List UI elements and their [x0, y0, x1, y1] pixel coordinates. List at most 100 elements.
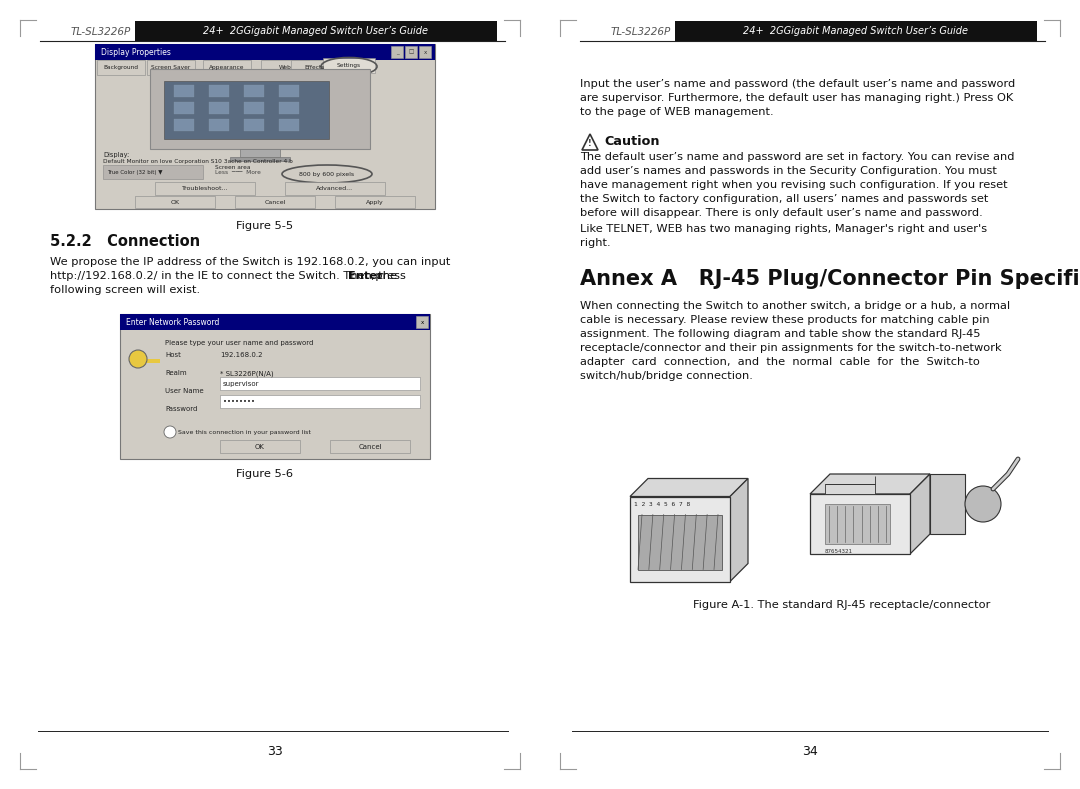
Bar: [147, 60, 195, 75]
Text: are supervisor. Furthermore, the default user has managing right.) Press OK: are supervisor. Furthermore, the default…: [580, 93, 1013, 103]
Text: 34: 34: [802, 745, 818, 758]
Bar: [156, 182, 255, 195]
Text: □: □: [408, 50, 414, 54]
Text: cable is necessary. Please review these products for matching cable pin: cable is necessary. Please review these …: [580, 315, 989, 325]
Text: Apply: Apply: [366, 200, 383, 204]
Bar: [419, 46, 431, 58]
Text: Appearance: Appearance: [210, 65, 245, 70]
Bar: [235, 196, 315, 208]
Bar: [210, 102, 229, 114]
Text: Screen area: Screen area: [215, 165, 251, 170]
Text: assignment. The following diagram and table show the standard RJ-45: assignment. The following diagram and ta…: [580, 329, 981, 339]
Text: Password: Password: [165, 406, 198, 412]
Text: Display Properties: Display Properties: [102, 47, 171, 57]
Text: Advanced...: Advanced...: [316, 186, 353, 191]
Bar: [220, 377, 420, 390]
Text: Effects: Effects: [305, 65, 325, 70]
Polygon shape: [582, 134, 598, 150]
Text: Less  ───  More: Less ─── More: [215, 170, 261, 174]
Bar: [279, 102, 299, 114]
Bar: [220, 440, 300, 453]
Text: Save this connection in your password list: Save this connection in your password li…: [178, 429, 311, 435]
Bar: [630, 496, 730, 581]
Bar: [220, 395, 420, 408]
Bar: [638, 514, 723, 570]
Text: Figure 5-5: Figure 5-5: [237, 221, 294, 231]
Bar: [103, 165, 203, 179]
Text: right.: right.: [580, 238, 610, 248]
Polygon shape: [810, 474, 930, 494]
Bar: [825, 504, 890, 544]
Text: TL-SL3226P: TL-SL3226P: [70, 27, 131, 37]
Text: 1 2 3 4 5 6 7 8: 1 2 3 4 5 6 7 8: [634, 502, 690, 507]
Text: OK: OK: [255, 443, 265, 450]
Bar: [240, 149, 280, 157]
Text: TL-SL3226P: TL-SL3226P: [610, 27, 671, 37]
Text: Host: Host: [165, 352, 180, 358]
Bar: [416, 316, 428, 328]
Text: 33: 33: [267, 745, 283, 758]
Text: 5.2.2   Connection: 5.2.2 Connection: [50, 234, 200, 249]
Text: to the page of WEB management.: to the page of WEB management.: [580, 107, 773, 117]
Bar: [210, 119, 229, 131]
Polygon shape: [630, 478, 748, 496]
Bar: [405, 46, 417, 58]
Bar: [203, 60, 251, 75]
Text: adapter  card  connection,  and  the  normal  cable  for  the  Switch-to: adapter card connection, and the normal …: [580, 357, 980, 367]
Bar: [164, 81, 329, 139]
Text: Input the user’s name and password (the default user’s name and password: Input the user’s name and password (the …: [580, 79, 1015, 89]
Text: Enter: Enter: [348, 271, 382, 281]
Bar: [335, 196, 415, 208]
Bar: [285, 182, 384, 195]
Bar: [174, 102, 194, 114]
Bar: [279, 119, 299, 131]
Text: User Name: User Name: [165, 388, 204, 394]
Bar: [675, 21, 1037, 41]
Text: Cancel: Cancel: [265, 200, 286, 204]
Bar: [244, 85, 264, 97]
Text: http://192.168.0.2/ in the IE to connect the Switch. Then press: http://192.168.0.2/ in the IE to connect…: [50, 271, 409, 281]
Bar: [120, 314, 430, 330]
Text: receptacle/connector and their pin assignments for the switch-to-network: receptacle/connector and their pin assig…: [580, 343, 1001, 353]
Text: When connecting the Switch to another switch, a bridge or a hub, a normal: When connecting the Switch to another sw…: [580, 301, 1010, 311]
Bar: [174, 85, 194, 97]
Bar: [120, 314, 430, 459]
Text: We propose the IP address of the Switch is 192.168.0.2, you can input: We propose the IP address of the Switch …: [50, 257, 450, 267]
Circle shape: [129, 350, 147, 368]
Bar: [291, 60, 339, 75]
Text: Like TELNET, WEB has two managing rights, Manager's right and user's: Like TELNET, WEB has two managing rights…: [580, 224, 987, 234]
Text: Settings: Settings: [337, 63, 361, 68]
Text: add user’s names and passwords in the Security Configuration. You must: add user’s names and passwords in the Se…: [580, 166, 997, 176]
Bar: [810, 494, 910, 554]
Text: The default user’s name and password are set in factory. You can revise and: The default user’s name and password are…: [580, 152, 1014, 162]
Bar: [323, 58, 375, 73]
Circle shape: [164, 426, 176, 438]
Bar: [279, 85, 299, 97]
Text: x: x: [420, 320, 423, 324]
Polygon shape: [910, 474, 930, 554]
Bar: [210, 85, 229, 97]
Bar: [150, 69, 370, 149]
Bar: [930, 474, 966, 534]
Circle shape: [966, 486, 1001, 522]
Ellipse shape: [282, 165, 372, 183]
Text: supervisor: supervisor: [222, 381, 259, 387]
Text: switch/hub/bridge connection.: switch/hub/bridge connection.: [580, 371, 753, 381]
Bar: [174, 119, 194, 131]
Bar: [330, 440, 410, 453]
Text: Enter Network Password: Enter Network Password: [126, 317, 219, 327]
Text: True Color (32 bit) ▼: True Color (32 bit) ▼: [107, 170, 162, 174]
Text: have management right when you revising such configuration. If you reset: have management right when you revising …: [580, 180, 1008, 190]
Text: following screen will exist.: following screen will exist.: [50, 285, 200, 295]
Text: 800 by 600 pixels: 800 by 600 pixels: [299, 171, 354, 177]
Text: Default Monitor on Iove Corporation S10 3ache on Controller 4.b: Default Monitor on Iove Corporation S10 …: [103, 159, 293, 164]
Text: the Switch to factory configuration, all users’ names and passwords set: the Switch to factory configuration, all…: [580, 194, 988, 204]
Bar: [135, 196, 215, 208]
Text: Realm: Realm: [165, 370, 187, 376]
Bar: [261, 60, 309, 75]
Text: Cancel: Cancel: [359, 443, 382, 450]
Bar: [97, 60, 145, 75]
Text: 24+  2GGigabit Managed Switch User’s Guide: 24+ 2GGigabit Managed Switch User’s Guid…: [203, 26, 429, 36]
Bar: [95, 44, 435, 209]
Bar: [95, 44, 435, 60]
